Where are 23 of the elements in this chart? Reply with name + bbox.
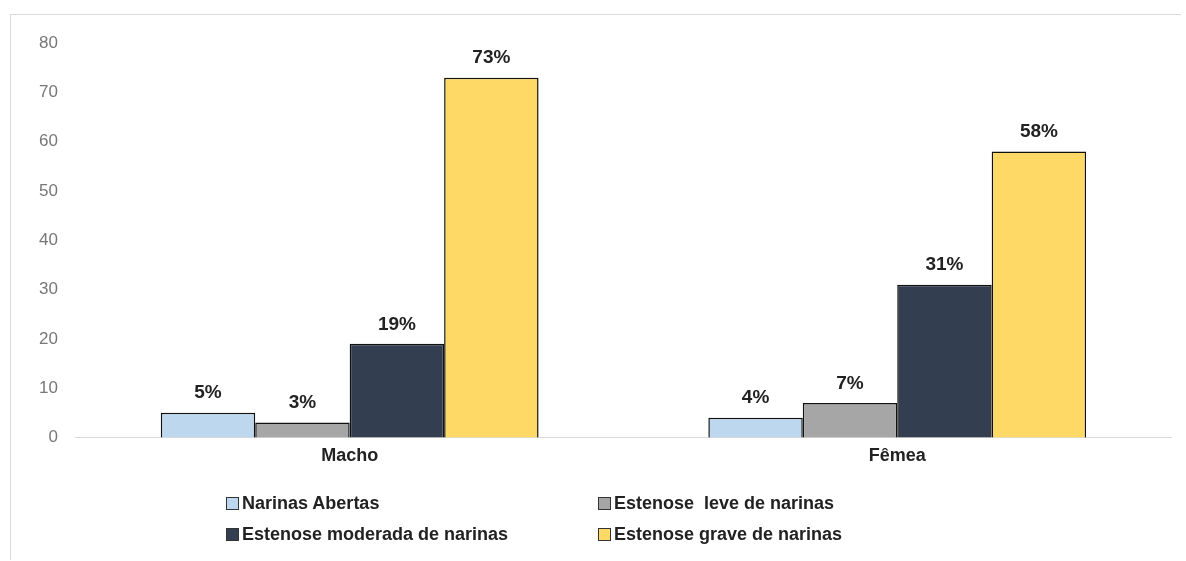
y-tick-label: 40 [38,229,58,249]
x-tick-label: Macho [321,445,379,466]
data-label: 7% [836,371,864,393]
data-label: 19% [377,312,417,334]
data-label: 5% [194,381,222,403]
y-tick-label: 70 [38,82,58,102]
data-label: 3% [288,391,317,413]
y-tick-label: 50 [38,180,58,200]
data-label: 4% [741,386,770,408]
y-tick-label: 20 [38,328,58,348]
legend-label: Estenose grave de narinas [614,524,843,545]
x-tick-label: Fêmea [868,445,927,466]
legend-label: Narinas Abertas [242,493,380,514]
y-tick-label: 80 [38,32,58,52]
y-tick-label: 60 [38,131,58,151]
legend-label: Estenose moderada de narinas [242,524,509,545]
y-tick-label: 30 [38,279,58,299]
data-label: 58% [1019,120,1059,142]
y-tick-label: 0 [48,427,58,447]
legend-label: Estenose leve de narinas [614,493,835,514]
data-label: 31% [925,253,964,275]
data-label: 73% [472,46,511,68]
y-tick-label: 10 [38,377,58,397]
